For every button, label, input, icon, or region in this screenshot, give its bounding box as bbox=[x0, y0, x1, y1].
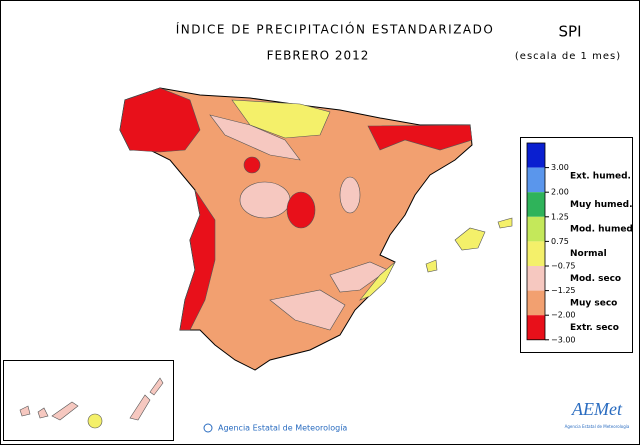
legend-swatch bbox=[527, 290, 545, 316]
island bbox=[37, 407, 49, 419]
region-mod-seco bbox=[269, 289, 346, 331]
legend-tick-label: 3.00 bbox=[551, 163, 569, 172]
region-normal bbox=[359, 261, 396, 301]
legend-class-label: Mod. humed bbox=[570, 225, 633, 235]
island bbox=[19, 405, 31, 417]
legend-class-label: Normal bbox=[570, 249, 607, 259]
credit-icon bbox=[203, 423, 213, 433]
legend-swatch bbox=[527, 192, 545, 217]
legend: 3.00 2.00 1.25 0.75 −0.75 −1.25 −2.00 −3.00 Ext.… bbox=[526, 142, 633, 344]
legend-class-label: Mod. seco bbox=[570, 274, 621, 284]
legend-swatch bbox=[527, 216, 545, 242]
credit: Agencia Estatal de Meteorología bbox=[218, 424, 347, 433]
legend-class-label: Ext. humed. bbox=[570, 171, 631, 181]
spain-map bbox=[119, 87, 513, 371]
legend-tick-label: −0.75 bbox=[551, 262, 576, 271]
legend-swatch bbox=[527, 143, 545, 168]
canarias-map bbox=[19, 377, 164, 429]
region-extr-seco bbox=[367, 124, 473, 151]
region-extr-seco bbox=[179, 189, 216, 331]
legend-class-label: Muy seco bbox=[570, 298, 617, 308]
legend-tick-label: 1.25 bbox=[551, 212, 569, 221]
title: ÍNDICE DE PRECIPITACIÓN ESTANDARIZADO bbox=[176, 22, 495, 37]
region-mod-seco bbox=[239, 181, 291, 219]
region-extr-seco bbox=[286, 191, 316, 229]
legend-swatch bbox=[527, 241, 545, 266]
region-mod-seco bbox=[329, 261, 389, 293]
legend-tick-label: −1.25 bbox=[551, 286, 576, 295]
menorca bbox=[497, 217, 513, 229]
legend-tick-label: −2.00 bbox=[551, 311, 576, 320]
legend-tick-label: 0.75 bbox=[551, 237, 569, 246]
island bbox=[149, 377, 164, 396]
mallorca bbox=[454, 227, 486, 251]
legend-swatch bbox=[527, 266, 545, 291]
legend-swatch bbox=[527, 315, 545, 340]
region-extr-seco bbox=[243, 156, 261, 174]
legend-class-label: Extr. seco bbox=[570, 323, 619, 333]
legend-tick-label: −3.00 bbox=[551, 335, 576, 344]
subtitle: FEBRERO 2012 bbox=[267, 49, 370, 63]
ibiza bbox=[425, 259, 438, 273]
island bbox=[129, 394, 151, 421]
logo-caption: Agencia Estatal de Meteorología bbox=[565, 424, 630, 429]
logo: AEMet bbox=[571, 399, 623, 419]
index-name: SPI bbox=[559, 23, 582, 41]
region-mod-seco bbox=[339, 176, 361, 214]
island bbox=[51, 401, 79, 421]
scale-note: (escala de 1 mes) bbox=[515, 51, 621, 62]
legend-class-label: Muy humed. bbox=[570, 200, 633, 210]
region-mod-seco bbox=[209, 114, 301, 161]
legend-swatch bbox=[527, 167, 545, 193]
region-extr-seco bbox=[119, 87, 201, 153]
legend-tick-label: 2.00 bbox=[551, 188, 569, 197]
island bbox=[87, 413, 103, 429]
